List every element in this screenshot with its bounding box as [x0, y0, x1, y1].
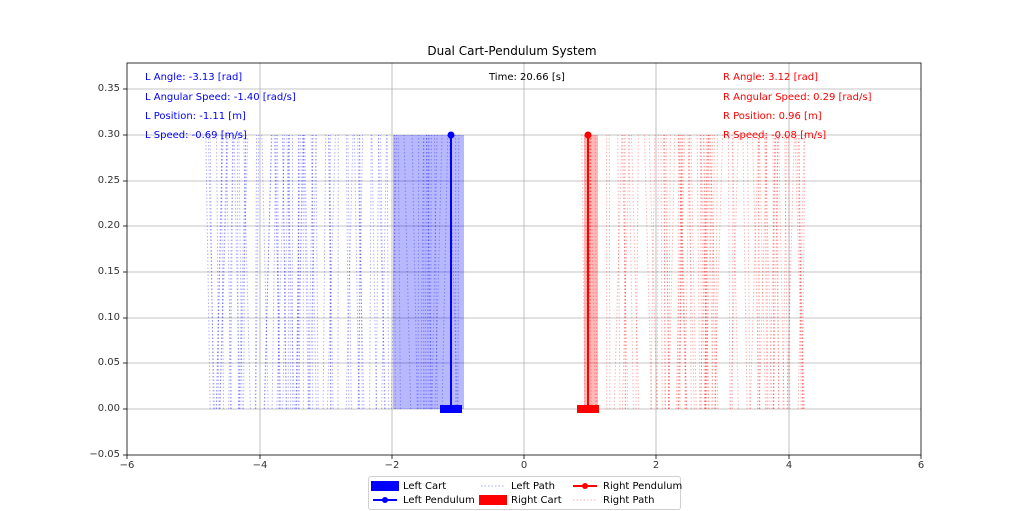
x-tick-label: 4	[785, 460, 793, 471]
left-angular-speed-label: L Angular Speed: -1.40 [rad/s]	[145, 92, 296, 103]
legend-item-right-pendulum: Right Pendulum	[571, 479, 682, 493]
y-tick-label: 0.15	[97, 266, 120, 277]
legend-label: Left Pendulum	[403, 494, 475, 506]
x-tick-label: 6	[917, 460, 925, 471]
chart-title: Dual Cart-Pendulum System	[427, 44, 597, 58]
legend-label: Right Pendulum	[603, 480, 683, 492]
legend-label: Left Path	[511, 480, 555, 492]
right-path-traces	[581, 134, 806, 410]
right-pendulum-line-marker-icon	[571, 481, 599, 491]
right-speed-label: R Speed: -0.08 [m/s]	[723, 130, 827, 141]
right-cart-swatch-icon	[479, 495, 507, 505]
right-path-dotted-line-icon	[571, 495, 599, 505]
y-tick-label: 0.00	[97, 403, 120, 414]
left-path-dotted-line-icon	[479, 481, 507, 491]
chart-legend: Left Cart Left Pendulum Left Path Right …	[368, 476, 682, 510]
x-tick-label: −4	[252, 460, 268, 471]
y-tick-label: 0.35	[97, 83, 120, 94]
right-position-label: R Position: 0.96 [m]	[723, 111, 822, 122]
grid	[127, 63, 921, 455]
right-path-dense-fill	[584, 135, 598, 409]
right-angular-speed-label: R Angular Speed: 0.29 [rad/s]	[723, 92, 872, 103]
x-tick-label: 2	[652, 460, 660, 471]
left-cart	[440, 405, 462, 413]
left-pendulum-bob	[447, 131, 455, 139]
tick-marks	[123, 88, 922, 459]
y-tick-label: 0.05	[97, 357, 120, 368]
y-tick-label: 0.20	[97, 220, 120, 231]
right-pendulum-bob	[584, 131, 592, 139]
left-pendulum-line-marker-icon	[371, 495, 399, 505]
left-path-dense-fill	[393, 135, 464, 409]
legend-label: Left Cart	[403, 480, 447, 492]
y-tick-label: 0.25	[97, 175, 120, 186]
legend-item-right-cart: Right Cart	[479, 493, 562, 507]
left-path-traces	[205, 134, 460, 410]
y-tick-label: 0.10	[97, 312, 120, 323]
legend-label: Right Path	[603, 494, 655, 506]
left-speed-label: L Speed: -0.69 [m/s]	[145, 130, 247, 141]
left-angle-label: L Angle: -3.13 [rad]	[145, 72, 243, 83]
y-tick-label: 0.30	[97, 129, 120, 140]
x-tick-label: −2	[384, 460, 400, 471]
left-position-label: L Position: -1.11 [m]	[145, 111, 246, 122]
legend-label: Right Cart	[511, 494, 562, 506]
time-label: Time: 20.66 [s]	[489, 72, 565, 83]
y-tick-label: −0.05	[89, 449, 120, 460]
legend-item-left-path: Left Path	[479, 479, 555, 493]
left-cart-swatch-icon	[371, 481, 399, 491]
x-tick-label: 0	[520, 460, 528, 471]
x-tick-label: −6	[119, 460, 135, 471]
legend-item-left-pendulum: Left Pendulum	[371, 493, 475, 507]
right-cart	[577, 405, 599, 413]
legend-item-left-cart: Left Cart	[371, 479, 446, 493]
right-angle-label: R Angle: 3.12 [rad]	[723, 72, 818, 83]
legend-item-right-path: Right Path	[571, 493, 654, 507]
